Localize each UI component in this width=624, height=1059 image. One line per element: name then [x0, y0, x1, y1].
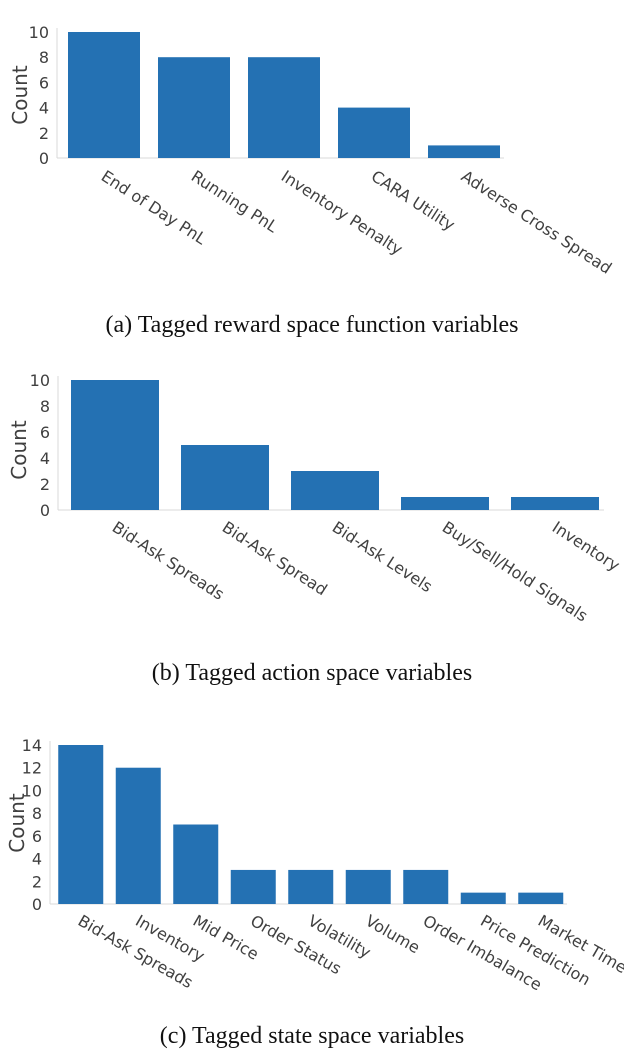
- action-y-tick-label: 6: [40, 423, 50, 442]
- state-y-tick-label: 6: [32, 827, 42, 846]
- action-chart-panel: 0 2 4 6 8 10 Count Bid-Ask Spreads Bid-Ask Sprea…: [0, 355, 624, 695]
- state-chart-caption: (c) Tagged state space variables: [159, 1023, 465, 1049]
- state-y-tick-label: 4: [32, 850, 42, 869]
- state-bar: [288, 869, 334, 904]
- state-bar: [345, 869, 391, 904]
- action-bar: [401, 497, 489, 510]
- reward-y-tick-label: 4: [39, 99, 49, 118]
- reward-bar: [248, 57, 320, 159]
- reward-y-tick-label: 10: [29, 23, 49, 42]
- state-y-tick-label: 14: [22, 736, 42, 755]
- state-bar: [403, 869, 449, 904]
- action-category-label: Bid-Ask Spreads: [109, 517, 228, 603]
- action-bar: [291, 471, 379, 510]
- action-chart-caption: (b) Tagged action space variables: [151, 660, 473, 686]
- reward-bar: [428, 145, 500, 158]
- reward-category-label: Running PnL: [188, 166, 282, 236]
- action-y-tick-label: 8: [40, 397, 50, 416]
- reward-y-axis-title: Count: [8, 65, 32, 125]
- action-y-tick-label: 10: [30, 371, 50, 390]
- action-category-label: Inventory: [549, 517, 623, 575]
- state-bar: [230, 869, 276, 904]
- reward-category-label: CARA Utility: [368, 166, 459, 234]
- state-y-tick-label: 0: [32, 895, 42, 914]
- state-bar: [58, 745, 104, 904]
- reward-bar: [338, 107, 410, 158]
- state-chart-panel: 0 2 4 6 8 10 12 14 Count Bid-Ask Spreads Inventory…: [0, 715, 624, 1059]
- reward-category-label: Adverse Cross Spread: [458, 166, 615, 277]
- action-bar: [71, 380, 159, 510]
- reward-y-tick-label: 2: [39, 124, 49, 143]
- reward-bar: [68, 32, 140, 158]
- state-bar: [460, 892, 506, 904]
- reward-y-tick-label: 0: [39, 149, 49, 168]
- action-y-tick-label: 0: [40, 501, 50, 520]
- action-y-axis-title: Count: [7, 420, 31, 480]
- reward-chart-caption: (a) Tagged reward space function variabl…: [105, 312, 519, 338]
- action-category-label: Bid-Ask Levels: [329, 517, 436, 596]
- state-bar: [518, 892, 564, 904]
- action-bar: [181, 445, 269, 510]
- action-category-label: Bid-Ask Spread: [219, 517, 331, 599]
- state-y-tick-label: 12: [22, 759, 42, 778]
- state-y-tick-label: 8: [32, 804, 42, 823]
- state-y-tick-label: 10: [22, 781, 42, 800]
- reward-y-tick-label: 6: [39, 73, 49, 92]
- state-y-axis-title: Count: [5, 793, 29, 853]
- action-y-tick-label: 2: [40, 475, 50, 494]
- reward-bar: [158, 57, 230, 159]
- action-bar: [511, 497, 599, 510]
- action-y-tick-label: 4: [40, 449, 50, 468]
- state-bar: [115, 767, 161, 904]
- reward-y-tick-label: 8: [39, 48, 49, 67]
- state-bar: [173, 824, 219, 904]
- state-category-label: Volume: [362, 911, 423, 957]
- reward-chart-panel: 0 2 4 6 8 10 Count End of Day PnL Running PnL Inv…: [0, 0, 624, 345]
- state-y-tick-label: 2: [32, 872, 42, 891]
